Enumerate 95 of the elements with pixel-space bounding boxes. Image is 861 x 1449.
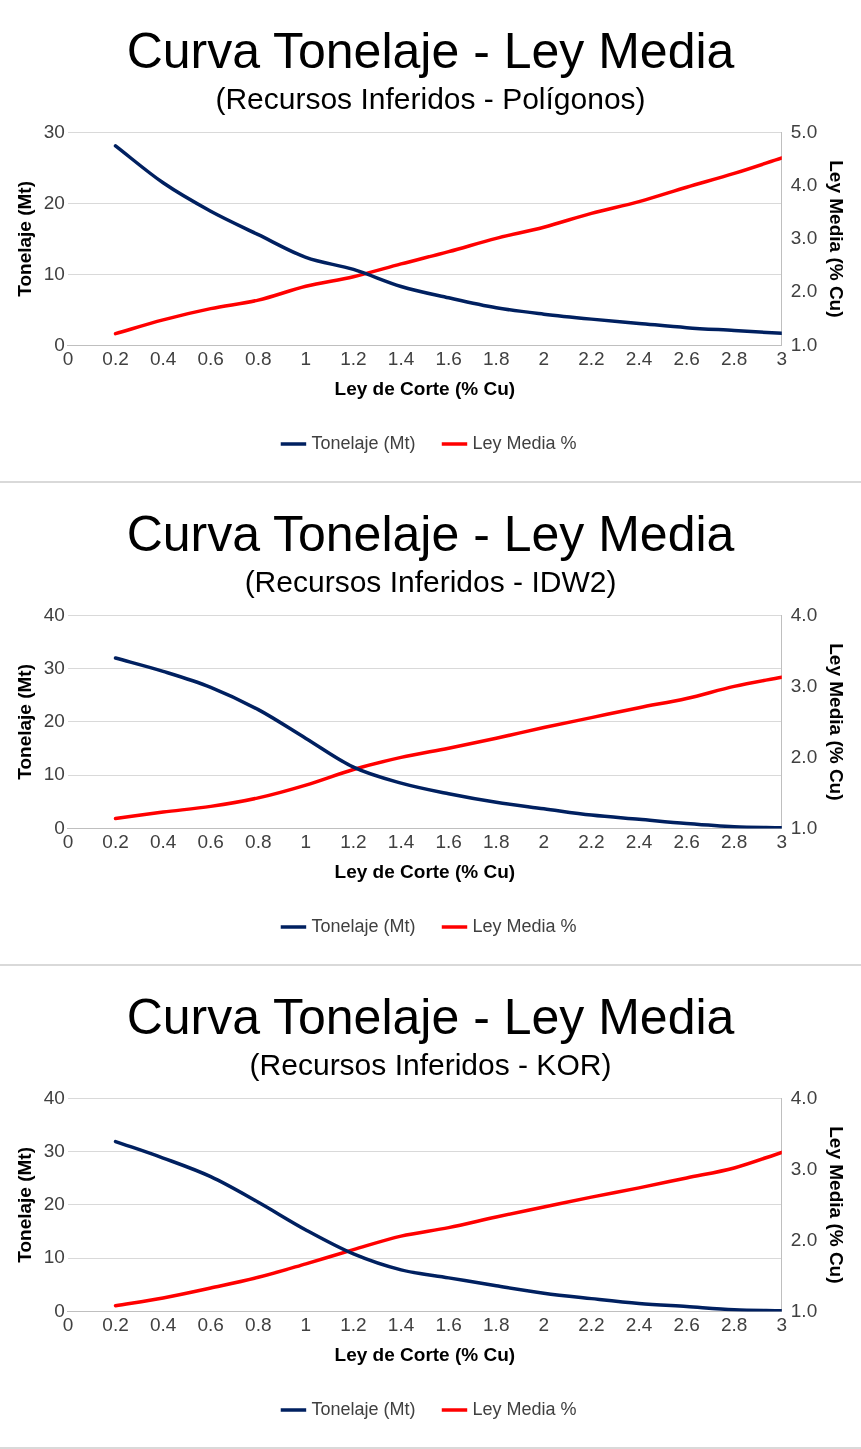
x-tick-label: 1.4 [387,348,415,370]
y2-axis-title: Ley Media (% Cu) [826,643,848,801]
x-tick-label: 2.2 [578,1314,605,1336]
legend-label: Tonelaje (Mt) [311,1398,416,1419]
y2-tick-label: 4.0 [790,603,818,625]
x-axis-title: Ley de Corte (% Cu) [334,377,516,399]
x-tick-label: 0.8 [245,1314,272,1336]
x-tick-label: 2.4 [625,1314,653,1336]
x-tick-label: 2 [538,831,550,853]
y-tick-label: 30 [43,120,65,142]
legend-label: Ley Media % [472,432,577,453]
y2-tick-label: 3.0 [790,227,818,249]
y2-tick-label: 4.0 [790,173,818,195]
x-tick-label: 0.4 [149,831,177,853]
chart-subtitle: (Recursos Inferidos - KOR) [248,1047,613,1083]
y2-tick-label: 2.0 [790,1228,818,1250]
y2-tick-label: 4.0 [790,1086,818,1108]
x-tick-label: 2.4 [625,831,653,853]
x-tick-label: 1.4 [387,1314,415,1336]
chart-title: Curva Tonelaje - Ley Media [125,988,736,1046]
x-tick-label: 1.2 [340,1314,367,1336]
y-tick-label: 0 [54,333,65,355]
x-tick-label: 1 [300,348,312,370]
y-axis-title: Tonelaje (Mt) [13,1147,35,1263]
x-tick-label: 1.2 [340,348,367,370]
y2-tick-label: 2.0 [790,280,818,302]
x-tick-label: 1.8 [483,1314,510,1336]
y-tick-label: 30 [43,1139,65,1161]
y-tick-label: 20 [43,1193,65,1215]
legend-label: Tonelaje (Mt) [311,915,416,936]
y-tick-label: 20 [43,191,65,213]
x-tick-label: 0.4 [149,348,177,370]
legend-label: Ley Media % [472,915,577,936]
chart-subtitle: (Recursos Inferidos - IDW2) [243,564,618,600]
y2-tick-label: 2.0 [790,745,818,767]
y2-tick-label: 1.0 [790,1299,818,1321]
x-tick-label: 2.6 [673,831,700,853]
x-tick-label: 1.6 [435,1314,462,1336]
y2-tick-label: 3.0 [790,1157,818,1179]
y2-tick-label: 1.0 [790,333,818,355]
y-tick-label: 0 [54,816,65,838]
x-tick-label: 2.4 [625,348,653,370]
x-tick-label: 0.4 [149,1314,177,1336]
x-tick-label: 2.8 [720,1314,748,1336]
x-tick-label: 2.6 [673,1314,700,1336]
x-tick-label: 0.2 [102,831,129,853]
x-tick-label: 3 [776,831,788,853]
x-tick-label: 1 [300,1314,312,1336]
x-tick-label: 0.2 [102,348,129,370]
y-tick-label: 30 [43,656,65,678]
x-tick-label: 3 [776,1314,788,1336]
y-tick-label: 40 [43,603,65,625]
y2-axis-title: Ley Media (% Cu) [826,160,848,318]
x-tick-label: 0.8 [245,348,272,370]
y-tick-label: 40 [43,1086,65,1108]
line-series [113,675,782,821]
x-tick-label: 0.6 [197,1314,224,1336]
y2-tick-label: 3.0 [790,674,818,696]
y-tick-label: 10 [43,1246,65,1268]
x-tick-label: 3 [776,348,788,370]
x-tick-label: 2 [538,348,550,370]
x-tick-label: 1.8 [483,831,510,853]
y-tick-label: 10 [43,262,65,284]
x-tick-label: 0.6 [197,348,224,370]
x-tick-label: 0.2 [102,1314,129,1336]
x-tick-label: 1 [300,831,312,853]
y2-tick-label: 1.0 [790,816,818,838]
x-tick-label: 2.6 [673,348,700,370]
chart-title: Curva Tonelaje - Ley Media [125,22,736,80]
line-series [113,656,782,829]
legend-label: Ley Media % [472,1398,577,1419]
x-axis-title: Ley de Corte (% Cu) [334,1343,516,1365]
y2-tick-label: 5.0 [790,120,818,142]
y-axis-title: Tonelaje (Mt) [13,664,35,780]
y-tick-label: 20 [43,710,65,732]
x-tick-label: 2.8 [720,831,748,853]
x-axis-title: Ley de Corte (% Cu) [334,860,516,882]
x-tick-label: 1.6 [435,831,462,853]
chart-title: Curva Tonelaje - Ley Media [125,505,736,563]
x-tick-label: 1.6 [435,348,462,370]
y-tick-label: 10 [43,763,65,785]
chart-subtitle: (Recursos Inferidos - Polígonos) [214,81,647,117]
y-tick-label: 0 [54,1299,65,1321]
x-tick-label: 1.2 [340,831,367,853]
x-tick-label: 1.8 [483,348,510,370]
x-tick-label: 0.8 [245,831,272,853]
x-tick-label: 2.2 [578,348,605,370]
legend-label: Tonelaje (Mt) [311,432,416,453]
y2-axis-title: Ley Media (% Cu) [826,1126,848,1284]
x-tick-label: 2 [538,1314,550,1336]
y-axis-title: Tonelaje (Mt) [13,181,35,297]
x-tick-label: 2.2 [578,831,605,853]
x-tick-label: 0.6 [197,831,224,853]
x-tick-label: 1.4 [387,831,415,853]
x-tick-label: 2.8 [720,348,748,370]
